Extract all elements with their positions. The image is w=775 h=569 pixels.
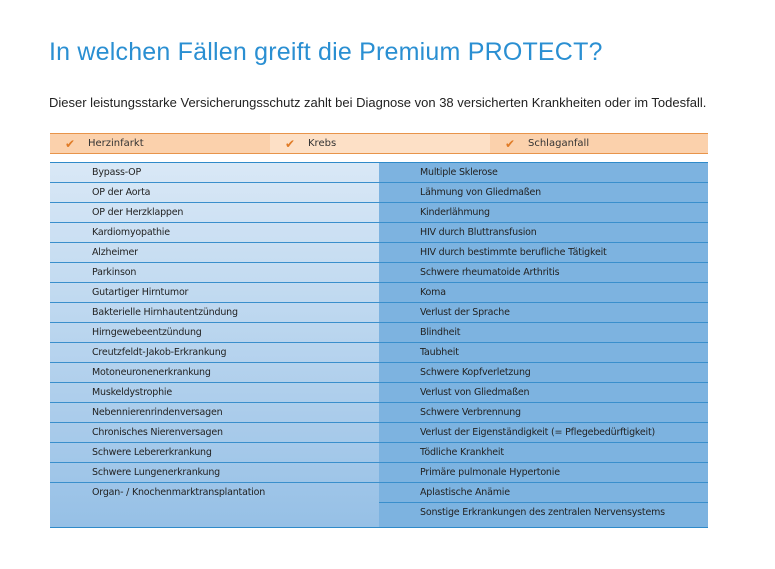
list-item: Sonstige Erkrankungen des zentralen Nerv… [420, 507, 665, 518]
check-icon: ✔ [504, 136, 516, 151]
list-item: Alzheimer [50, 243, 379, 263]
list-item: Bypass-OP [50, 163, 379, 183]
list-item: Gutartiger Hirntumor [50, 283, 379, 303]
list-item: OP der Aorta [50, 183, 379, 203]
list-item: Hirngewebeentzündung [50, 323, 379, 343]
header-item-label: Krebs [308, 138, 337, 149]
list-item: Verlust der Eigenständigkeit (= Pflegebe… [379, 423, 708, 443]
list-item: Taubheit [379, 343, 708, 363]
list-item: Kardiomyopathie [50, 223, 379, 243]
check-icon: ✔ [284, 136, 296, 151]
check-icon: ✔ [64, 136, 76, 151]
list-item: Muskeldystrophie [50, 383, 379, 403]
list-item: Koma [379, 283, 708, 303]
header-item-label: Schlaganfall [528, 138, 590, 149]
header-item-label: Herzinfarkt [88, 138, 144, 149]
list-item: HIV durch Bluttransfusion [379, 223, 708, 243]
list-item: Schwere Kopfverletzung [379, 363, 708, 383]
header-item-krebs: ✔ Krebs [270, 134, 490, 153]
list-item: Blindheit [379, 323, 708, 343]
list-item: Nebennierenrindenversagen [50, 403, 379, 423]
list-item: Chronisches Nierenversagen [50, 423, 379, 443]
list-item: OP der Herzklappen [50, 203, 379, 223]
list-item: Motoneuronenerkrankung [50, 363, 379, 383]
list-item: Aplastische Anämie [379, 483, 708, 503]
list-item: Multiple Sklerose [379, 163, 708, 183]
page-subtitle: Dieser leistungsstarke Versicherungsschu… [49, 95, 707, 110]
list-item: Schwere Verbrennung [379, 403, 708, 423]
list-item: Primäre pulmonale Hypertonie [379, 463, 708, 483]
list-item: Organ- / Knochenmarktransplantation [92, 487, 266, 498]
conditions-table: Bypass-OP OP der Aorta OP der Herzklappen K… [50, 162, 708, 528]
page-title: In welchen Fällen greift die Premium PRO… [49, 38, 603, 66]
list-item: Tödliche Krankheit [379, 443, 708, 463]
header-item-schlaganfall: ✔ Schlaganfall [490, 134, 708, 153]
list-item: HIV durch bestimmte berufliche Tätigkeit [379, 243, 708, 263]
list-item: Schwere rheumatoide Arthritis [379, 263, 708, 283]
right-column: Multiple Sklerose Lähmung von Gliedmaßen K… [379, 163, 708, 527]
list-item: Verlust der Sprache [379, 303, 708, 323]
header-item-herzinfarkt: ✔ Herzinfarkt [50, 134, 270, 153]
list-item: Schwere Lebererkrankung [50, 443, 379, 463]
list-item: Parkinson [50, 263, 379, 283]
list-item: Creutzfeldt-Jakob-Erkrankung [50, 343, 379, 363]
list-item: Lähmung von Gliedmaßen [379, 183, 708, 203]
list-item: Schwere Lungenerkrankung [50, 463, 379, 483]
list-item: Bakterielle Hirnhautentzündung [50, 303, 379, 323]
main-conditions-header: ✔ Herzinfarkt ✔ Krebs ✔ Schlaganfall [50, 133, 708, 154]
list-item: Kinderlähmung [379, 203, 708, 223]
left-column: Bypass-OP OP der Aorta OP der Herzklappen K… [50, 163, 379, 527]
list-item: Verlust von Gliedmaßen [379, 383, 708, 403]
